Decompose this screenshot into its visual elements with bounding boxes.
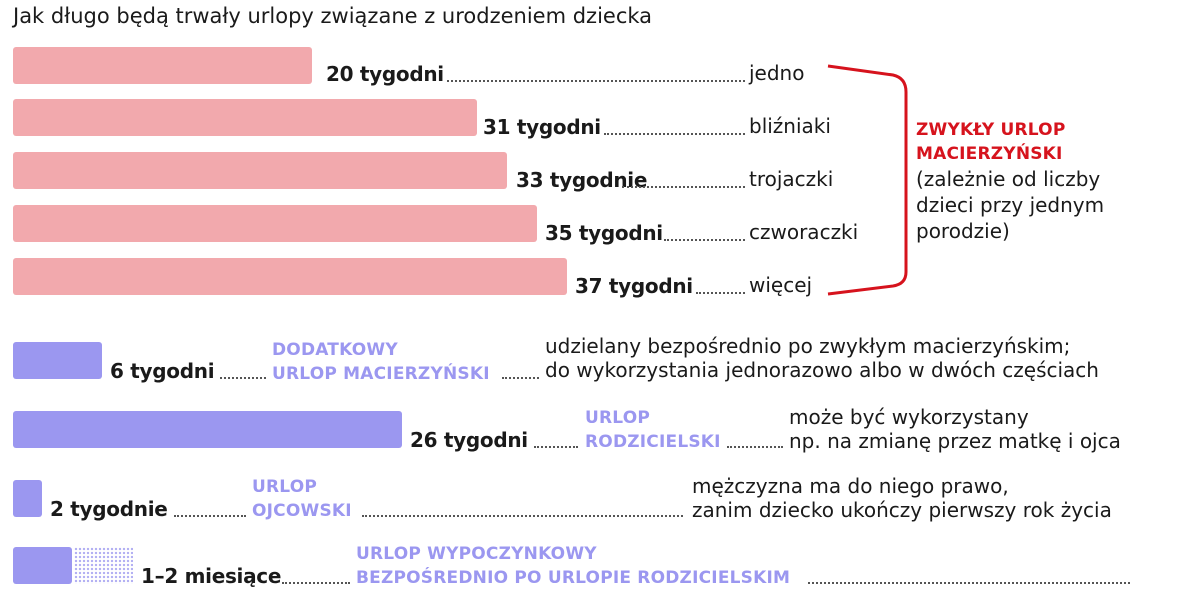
category-label-wiecej: więcej xyxy=(749,273,813,297)
value-label-maternity-trojaczki: 33 tygodnie xyxy=(516,168,648,192)
value-label-maternity-wiecej: 37 tygodni xyxy=(575,274,693,298)
leader-dots xyxy=(808,582,1130,584)
category-label-trojaczki: trojaczki xyxy=(749,167,834,191)
leader-dots xyxy=(696,292,745,294)
category-line: URLOP WYPOCZYNKOWY xyxy=(356,544,597,564)
category-label-czworaczki: czworaczki xyxy=(749,220,859,244)
leader-dots xyxy=(282,582,350,584)
category-vacation: URLOP WYPOCZYNKOWY BEZPOŚREDNIO PO URLOP… xyxy=(356,542,790,590)
leader-dots xyxy=(604,133,745,135)
bar-maternity-trojaczki xyxy=(13,152,507,189)
leader-dots xyxy=(362,515,683,517)
category-line: RODZICIELSKI xyxy=(585,432,721,452)
bar-maternity-czworaczki xyxy=(13,205,537,242)
value-label-maternity-blizniaki: 31 tygodni xyxy=(483,115,601,139)
description-paternity: mężczyzna ma do niego prawo, zanim dziec… xyxy=(692,474,1112,522)
bar-maternity-wiecej xyxy=(13,258,567,295)
bar-additional-maternity xyxy=(13,342,102,379)
category-line: DODATKOWY xyxy=(272,340,398,360)
description-parental: może być wykorzystany np. na zmianę prze… xyxy=(789,405,1121,453)
description-additional-maternity: udzielany bezpośrednio po zwykłym macier… xyxy=(545,334,1099,382)
value-label-additional-maternity: 6 tygodni xyxy=(110,359,215,383)
category-line: BEZPOŚREDNIO PO URLOPIE RODZICIELSKIM xyxy=(356,568,791,588)
bar-paternity xyxy=(13,480,42,517)
description-line: do wykorzystania jednorazowo albo w dwóc… xyxy=(545,358,1099,382)
bar-vacation-range xyxy=(74,547,133,584)
description-line: zanim dziecko ukończy pierwszy rok życia xyxy=(692,498,1112,522)
value-label-parental: 26 tygodni xyxy=(410,428,528,452)
value-label-maternity-jedno: 20 tygodni xyxy=(326,62,444,86)
category-line: URLOP xyxy=(252,477,318,497)
description-line: może być wykorzystany xyxy=(789,405,1029,429)
leader-dots xyxy=(664,239,745,241)
group-note-line: porodzie) xyxy=(916,219,1010,243)
leader-dots xyxy=(534,446,578,448)
description-line: np. na zmianę przez matkę i ojca xyxy=(789,429,1121,453)
category-label-blizniaki: bliźniaki xyxy=(749,114,831,138)
group-title-maternity: ZWYKŁY URLOP MACIERZYŃSKI xyxy=(916,118,1086,166)
group-title-line: ZWYKŁY URLOP MACIERZYŃSKI xyxy=(916,120,1066,164)
chart-title: Jak długo będą trwały urlopy związane z … xyxy=(13,4,653,28)
category-additional-maternity: DODATKOWY URLOP MACIERZYŃSKI xyxy=(272,338,490,386)
category-label-jedno: jedno xyxy=(749,61,805,85)
leader-dots xyxy=(502,377,539,379)
group-note-line: (zależnie od liczby xyxy=(916,167,1101,191)
category-parental: URLOP RODZICIELSKI xyxy=(585,406,721,454)
category-line: OJCOWSKI xyxy=(252,501,352,521)
category-paternity: URLOP OJCOWSKI xyxy=(252,475,352,523)
bar-maternity-blizniaki xyxy=(13,99,477,136)
value-label-maternity-czworaczki: 35 tygodni xyxy=(545,221,663,245)
group-note-line: dzieci przy jednym xyxy=(916,193,1105,217)
bar-parental xyxy=(13,411,402,448)
leader-dots xyxy=(727,446,783,448)
bar-vacation xyxy=(13,547,72,584)
leader-dots xyxy=(447,80,745,82)
leader-dots xyxy=(174,515,246,517)
description-line: udzielany bezpośrednio po zwykłym macier… xyxy=(545,334,1071,358)
category-line: URLOP MACIERZYŃSKI xyxy=(272,364,490,384)
value-label-paternity: 2 tygodnie xyxy=(50,497,168,521)
value-label-vacation: 1–2 miesiące xyxy=(141,564,282,588)
leader-dots xyxy=(220,377,266,379)
leader-dots xyxy=(622,186,745,188)
description-line: mężczyzna ma do niego prawo, xyxy=(692,474,1009,498)
group-note: (zależnie od liczby dzieci przy jednym p… xyxy=(916,166,1104,244)
bar-maternity-jedno xyxy=(13,47,312,84)
category-line: URLOP xyxy=(585,408,651,428)
